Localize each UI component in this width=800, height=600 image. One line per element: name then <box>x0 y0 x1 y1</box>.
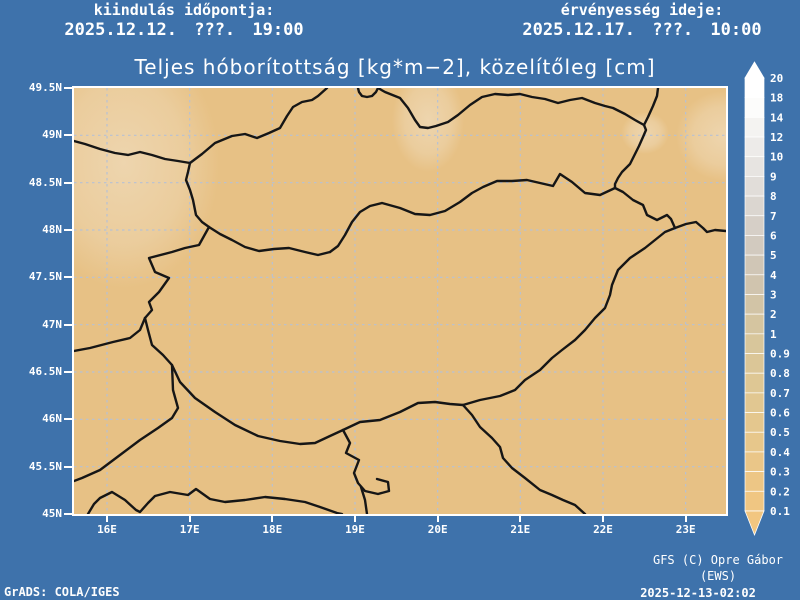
lat-tick-label: 45N <box>8 507 62 520</box>
colorbar-segment <box>745 354 764 374</box>
lat-tick-mark <box>64 513 72 515</box>
init-time-label: kiindulás időpontja: <box>34 2 334 19</box>
colorbar-segment <box>745 275 764 295</box>
lat-tick-label: 47N <box>8 318 62 331</box>
lon-tick-mark <box>685 516 687 522</box>
colorbar-label: 3 <box>770 288 777 301</box>
lon-tick-mark <box>519 516 521 522</box>
colorbar-segment <box>745 176 764 196</box>
plot-title: Teljes hóborítottság [kg*m−2], közelítől… <box>0 55 790 79</box>
colorbar-segment <box>745 491 764 511</box>
colorbar-segment <box>745 196 764 216</box>
colorbar-segment <box>745 393 764 413</box>
model-credit: GFS (C) Opre Gábor (EWS) <box>640 553 796 584</box>
lon-tick-label: 16E <box>85 523 129 536</box>
colorbar-label: 0.2 <box>770 485 790 498</box>
colorbar-segment <box>745 373 764 393</box>
colorbar-label: 9 <box>770 170 777 183</box>
lon-tick-label: 19E <box>333 523 377 536</box>
lat-tick-label: 46.5N <box>8 365 62 378</box>
colorbar-label: 20 <box>770 72 783 85</box>
colorbar-segment <box>745 334 764 354</box>
colorbar-label: 5 <box>770 249 777 262</box>
colorbar-label: 10 <box>770 151 783 164</box>
colorbar-bottom-arrow <box>745 511 764 535</box>
lat-tick-mark <box>64 418 72 420</box>
colorbar-segment <box>745 432 764 452</box>
lon-tick-label: 17E <box>168 523 212 536</box>
model-credit-line1: GFS (C) Opre Gábor <box>640 553 796 569</box>
lat-tick-mark <box>64 466 72 468</box>
colorbar-segment <box>745 314 764 334</box>
init-time-block: kiindulás időpontja: 2025.12.12. ???. 19… <box>34 2 334 39</box>
colorbar-segment <box>745 472 764 492</box>
generation-timestamp: 2025-12-13-02:02 <box>600 586 796 600</box>
colorbar-legend: 20 18 14 12 10 9 8 7 6 5 4 3 2 1 0.9 0.8 0.7 0.6 0.5 0.4 0.3… <box>744 60 800 540</box>
colorbar-segment <box>745 235 764 255</box>
colorbar-segment <box>745 98 764 118</box>
lat-tick-label: 45.5N <box>8 460 62 473</box>
lon-tick-label: 20E <box>416 523 460 536</box>
colorbar-segment <box>745 157 764 177</box>
lon-tick-mark <box>271 516 273 522</box>
lon-tick-label: 18E <box>250 523 294 536</box>
lat-tick-mark <box>64 87 72 89</box>
map-area <box>72 86 728 516</box>
colorbar-label: 14 <box>770 111 784 124</box>
lat-tick-label: 48N <box>8 223 62 236</box>
lon-tick-mark <box>106 516 108 522</box>
valid-time-value: 2025.12.17. ???. 10:00 <box>492 21 792 40</box>
lon-tick-label: 22E <box>581 523 625 536</box>
colorbar-label: 4 <box>770 269 777 282</box>
colorbar-segment <box>745 452 764 472</box>
lat-tick-mark <box>64 324 72 326</box>
colorbar-segment <box>745 117 764 137</box>
colorbar-label: 7 <box>770 210 777 223</box>
lon-tick-mark <box>189 516 191 522</box>
lon-tick-label: 23E <box>664 523 708 536</box>
colorbar-label: 2 <box>770 308 777 321</box>
colorbar-segment <box>745 294 764 314</box>
lon-tick-mark <box>602 516 604 522</box>
valid-time-label: érvényesség ideje: <box>492 2 792 19</box>
colorbar-label: 1 <box>770 328 777 341</box>
colorbar-label: 0.8 <box>770 367 790 380</box>
colorbar-segment <box>745 216 764 236</box>
colorbar-label: 12 <box>770 131 783 144</box>
lat-tick-label: 48.5N <box>8 176 62 189</box>
lon-tick-label: 21E <box>498 523 542 536</box>
colorbar-label: 0.3 <box>770 466 790 479</box>
colorbar-label: 18 <box>770 92 783 105</box>
lon-tick-mark <box>437 516 439 522</box>
colorbar-label: 0.9 <box>770 348 790 361</box>
colorbar-label: 0.1 <box>770 505 790 518</box>
grads-weather-plot: kiindulás időpontja: 2025.12.12. ???. 19… <box>0 0 800 600</box>
lat-tick-label: 46N <box>8 412 62 425</box>
grads-credit: GrADS: COLA/IGES <box>4 585 120 599</box>
colorbar-label: 0.7 <box>770 387 790 400</box>
lon-tick-mark <box>354 516 356 522</box>
colorbar-top-arrow <box>745 62 764 78</box>
colorbar-label: 0.6 <box>770 407 790 420</box>
valid-time-block: érvényesség ideje: 2025.12.17. ???. 10:0… <box>492 2 792 39</box>
lat-tick-mark <box>64 182 72 184</box>
lat-tick-mark <box>64 276 72 278</box>
colorbar-label: 0.4 <box>770 446 790 459</box>
lat-tick-mark <box>64 134 72 136</box>
colorbar-segment <box>745 413 764 433</box>
model-credit-line2: (EWS) <box>640 569 796 585</box>
colorbar-label: 0.5 <box>770 426 790 439</box>
lat-tick-label: 49.5N <box>8 81 62 94</box>
lat-tick-mark <box>64 371 72 373</box>
lat-tick-mark <box>64 229 72 231</box>
colorbar-segment <box>745 78 764 98</box>
lat-tick-label: 49N <box>8 128 62 141</box>
colorbar-label: 8 <box>770 190 777 203</box>
map-canvas <box>74 88 726 514</box>
lat-tick-label: 47.5N <box>8 270 62 283</box>
colorbar-segment <box>745 137 764 157</box>
init-time-value: 2025.12.12. ???. 19:00 <box>34 21 334 40</box>
colorbar-segment <box>745 255 764 275</box>
colorbar-label: 6 <box>770 229 777 242</box>
